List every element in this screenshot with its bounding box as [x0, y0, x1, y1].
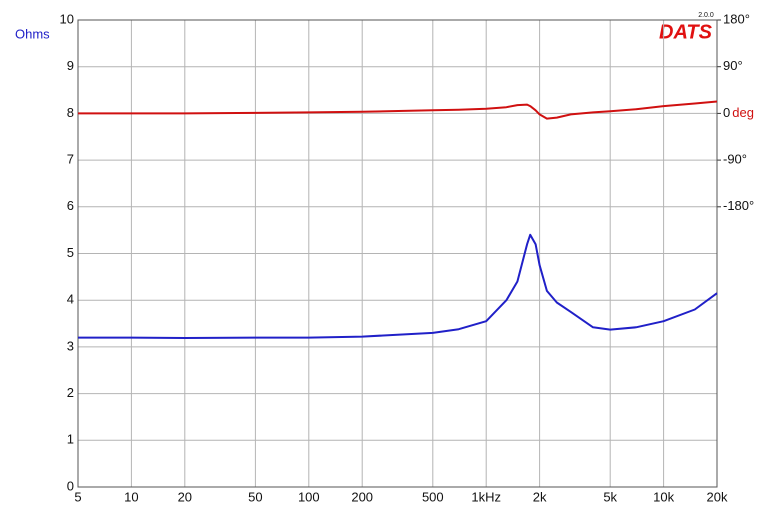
y2-tick-label: 0: [723, 105, 730, 120]
y-tick-label: 3: [67, 338, 74, 353]
y-tick-label: 9: [67, 58, 74, 73]
y-tick-label: 5: [67, 245, 74, 260]
y-tick-label: 0: [67, 478, 74, 493]
x-tick-label: 5k: [603, 489, 617, 504]
y-tick-label: 6: [67, 198, 74, 213]
x-tick-label: 20k: [707, 489, 728, 504]
series-line: [78, 233, 718, 339]
x-tick-label: 500: [422, 489, 444, 504]
x-tick-label: 5: [74, 489, 81, 504]
y-tick-label: 10: [60, 11, 74, 26]
x-tick-label: 200: [351, 489, 373, 504]
y2-tick-label: 90°: [723, 58, 743, 73]
x-tick-label: 10k: [653, 489, 674, 504]
y-tick-label: 1: [67, 432, 74, 447]
y2-tick-label: -90°: [723, 152, 747, 167]
y-tick-label: 8: [67, 105, 74, 120]
y2-axis-label: deg: [732, 105, 754, 120]
y-axis-label: Ohms: [15, 26, 50, 41]
logo: DATS: [659, 21, 713, 43]
x-tick-label: 1kHz: [471, 489, 501, 504]
x-tick-label: 2k: [533, 489, 547, 504]
plot-frame: [77, 19, 718, 488]
y-tick-label: 7: [67, 152, 74, 167]
x-tick-label: 50: [248, 489, 262, 504]
x-tick-label: 100: [298, 489, 320, 504]
y2-tick-label: -180°: [723, 198, 754, 213]
y2-tick-label: 180°: [723, 11, 750, 26]
y-tick-label: 2: [67, 385, 74, 400]
x-tick-label: 20: [178, 489, 192, 504]
x-tick-label: 10: [124, 489, 138, 504]
series-line: [78, 100, 718, 120]
version: 2.0.0: [698, 12, 714, 19]
y-tick-label: 4: [67, 292, 74, 307]
